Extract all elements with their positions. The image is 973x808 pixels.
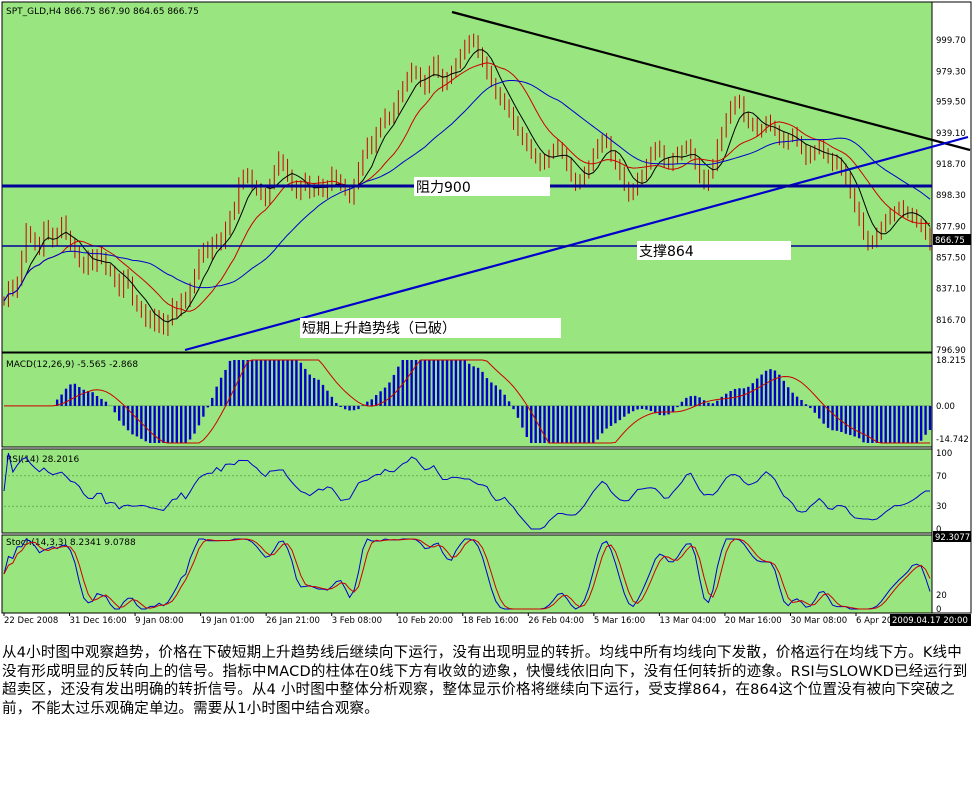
x-tick-label: 26 Feb 04:00: [528, 616, 584, 626]
symbol-header: SPT_GLD,H4 866.75 867.90 864.65 866.75: [6, 7, 199, 17]
x-tick-label: 18 Feb 16:00: [463, 616, 519, 626]
price-tick-label: 857.50: [936, 253, 966, 263]
x-tick-label: 13 Mar 04:00: [659, 616, 716, 626]
moving-average-line: [3, 49, 931, 323]
x-tick-label: 26 Jan 21:00: [266, 616, 320, 626]
rsi-line: [3, 452, 930, 530]
price-chart: 阻力900 支撑864 短期上升趋势线（已破） SPT_GLD,H4 866.7…: [1, 1, 972, 626]
price-tick-label: 816.70: [936, 316, 966, 326]
x-tick-label: 19 Jan 01:00: [201, 616, 255, 626]
price-tick-label: 918.70: [936, 160, 966, 170]
stoch-tick-label: 20: [936, 591, 947, 601]
price-tick-label: 999.70: [936, 36, 966, 46]
x-tick-label: 30 Mar 08:00: [790, 616, 847, 626]
rsi-tick-label: 30: [936, 502, 947, 512]
stoch-signal-line: [3, 538, 931, 610]
stoch-tick-label: 0: [936, 605, 941, 615]
moving-average-lines: [3, 49, 931, 323]
x-tick-label: 31 Dec 16:00: [70, 616, 127, 626]
x-tick-label: 10 Feb 20:00: [397, 616, 453, 626]
rsi-tick-label: 70: [936, 472, 947, 482]
rsi-tick-label: 0: [936, 525, 941, 535]
price-tick-label: 979.30: [936, 67, 966, 77]
price-tick-label: 877.90: [936, 222, 966, 232]
moving-average-line: [3, 62, 930, 312]
resistance-trendline: [451, 10, 971, 152]
price-tick-label: 796.90: [936, 346, 966, 356]
current-price-tag: 866.75: [935, 236, 965, 246]
price-tick-label: 959.50: [936, 98, 966, 108]
price-tick-label: 837.10: [936, 285, 966, 295]
short-term-uptrend-line: [184, 135, 969, 352]
x-tick-label: 5 Mar 16:00: [594, 616, 645, 626]
price-tick-label: 939.10: [936, 129, 966, 139]
macd-tick-label: 18.215: [936, 356, 966, 366]
macd-tick-label: -14.742: [936, 435, 969, 445]
rsi-panel: [1, 448, 933, 534]
stoch-panel: [1, 534, 933, 614]
support-annotation: 支撑864: [639, 244, 694, 260]
rsi-header: RSI(14) 28.2016: [6, 455, 79, 465]
axis-labels: 999.70 979.30 959.50 939.10 918.70 898.30 877.…: [3, 36, 969, 626]
x-tick-label: 9 Jan 08:00: [135, 616, 183, 626]
x-tick-label: 3 Feb 08:00: [332, 616, 382, 626]
stoch-header: Stoch(14,3,3) 8.2341 9.0788: [6, 538, 136, 548]
macd-header: MACD(12,26,9) -5.565 -2.868: [6, 360, 138, 370]
x-tick-label: 20 Mar 16:00: [725, 616, 782, 626]
indicator-marks: [3, 359, 932, 610]
stoch-main-line: [3, 538, 931, 610]
x-tick-label: 22 Dec 2008: [4, 616, 58, 626]
macd-signal-line: [4, 359, 930, 444]
analysis-paragraph: 从4小时图中观察趋势，价格在下破短期上升趋势线后继续向下运行，没有出现明显的转折…: [2, 645, 968, 717]
current-time-label: 2009.04.17 20:00: [892, 616, 968, 626]
resistance-annotation: 阻力900: [416, 180, 471, 196]
macd-panel: [1, 352, 933, 448]
x-tick-label: 6 Apr 20:00: [856, 616, 906, 626]
price-axis: [931, 1, 972, 614]
price-tick-label: 898.30: [936, 191, 966, 201]
moving-average-line: [3, 80, 931, 302]
macd-tick-label: 0.00: [936, 402, 955, 412]
trendline-annotation: 短期上升趋势线（已破）: [302, 321, 456, 337]
rsi-tick-label: 100: [936, 449, 952, 459]
stoch-current-tag: 92.3077: [935, 533, 970, 543]
price-marks: [3, 33, 931, 337]
